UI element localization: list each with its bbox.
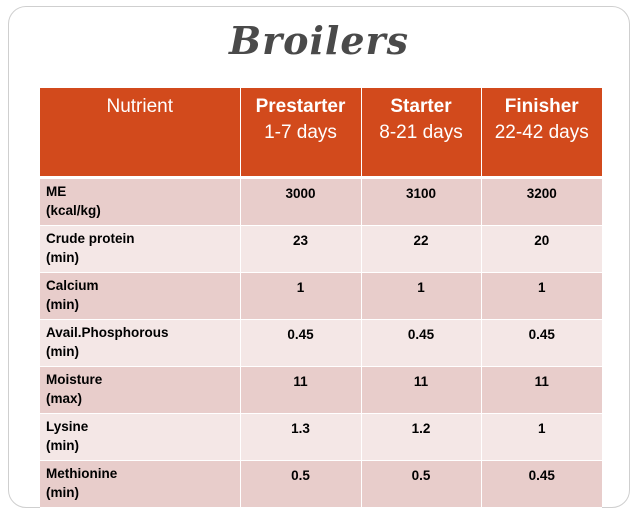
header-prestarter: Prestarter 1-7 days <box>240 88 362 179</box>
nutrient-cell: ME (kcal/kg) <box>40 177 241 226</box>
nutrient-name: ME <box>46 184 67 199</box>
header-finisher-days: 22-42 days <box>494 122 589 143</box>
finisher-value: 1 <box>481 272 602 320</box>
nutrient-cell: Crude protein (min) <box>40 225 241 273</box>
header-starter-label: Starter <box>390 96 452 117</box>
table-row: Lysine (min) 1.3 1.2 1 <box>40 413 602 461</box>
nutrient-cell: Calcium (min) <box>40 272 241 320</box>
nutrient-qualifier: (max) <box>46 391 83 406</box>
nutrient-qualifier: (min) <box>46 438 79 453</box>
nutrient-name: Lysine <box>46 419 89 434</box>
starter-value: 3100 <box>361 177 482 226</box>
nutrient-qualifier: (min) <box>46 485 79 500</box>
table-row: Moisture (max) 11 11 11 <box>40 366 602 414</box>
nutrient-name: Methionine <box>46 466 118 481</box>
nutrient-name: Moisture <box>46 372 103 387</box>
nutrient-qualifier: (min) <box>46 297 79 312</box>
prestarter-value: 23 <box>240 225 362 273</box>
finisher-value: 3200 <box>481 177 602 226</box>
nutrient-table: Nutrient Prestarter 1-7 days Starter 8-2… <box>40 88 602 508</box>
header-finisher-label: Finisher <box>504 96 579 117</box>
prestarter-value: 0.5 <box>240 460 362 508</box>
prestarter-value: 3000 <box>240 177 362 226</box>
header-prestarter-days: 1-7 days <box>264 122 337 143</box>
slide-title: Broilers <box>229 18 409 63</box>
prestarter-value: 1 <box>240 272 362 320</box>
table-row: ME (kcal/kg) 3000 3100 3200 <box>40 177 602 226</box>
table-row: Calcium (min) 1 1 1 <box>40 272 602 320</box>
table-row: Crude protein (min) 23 22 20 <box>40 225 602 273</box>
nutrient-qualifier: (kcal/kg) <box>46 203 101 218</box>
table-header-row: Nutrient Prestarter 1-7 days Starter 8-2… <box>40 88 602 179</box>
starter-value: 1.2 <box>361 413 482 461</box>
finisher-value: 0.45 <box>481 319 602 367</box>
nutrient-cell: Avail.Phosphorous (min) <box>40 319 241 367</box>
finisher-value: 0.45 <box>481 460 602 508</box>
nutrient-cell: Moisture (max) <box>40 366 241 414</box>
starter-value: 0.45 <box>361 319 482 367</box>
starter-value: 1 <box>361 272 482 320</box>
header-nutrient-label: Nutrient <box>106 96 174 117</box>
prestarter-value: 0.45 <box>240 319 362 367</box>
finisher-value: 20 <box>481 225 602 273</box>
nutrient-cell: Methionine (min) <box>40 460 241 508</box>
starter-value: 0.5 <box>361 460 482 508</box>
header-nutrient: Nutrient <box>40 88 241 179</box>
table-row: Methionine (min) 0.5 0.5 0.45 <box>40 460 602 508</box>
starter-value: 22 <box>361 225 482 273</box>
nutrient-cell: Lysine (min) <box>40 413 241 461</box>
header-finisher: Finisher 22-42 days <box>481 88 602 179</box>
header-starter: Starter 8-21 days <box>361 88 482 179</box>
header-starter-days: 8-21 days <box>379 122 463 143</box>
nutrient-name: Crude protein <box>46 231 135 246</box>
starter-value: 11 <box>361 366 482 414</box>
prestarter-value: 11 <box>240 366 362 414</box>
finisher-value: 11 <box>481 366 602 414</box>
table-row: Avail.Phosphorous (min) 0.45 0.45 0.45 <box>40 319 602 367</box>
header-prestarter-label: Prestarter <box>255 96 346 117</box>
nutrient-qualifier: (min) <box>46 344 79 359</box>
finisher-value: 1 <box>481 413 602 461</box>
nutrient-name: Calcium <box>46 278 99 293</box>
nutrient-qualifier: (min) <box>46 250 79 265</box>
prestarter-value: 1.3 <box>240 413 362 461</box>
nutrient-name: Avail.Phosphorous <box>46 325 169 340</box>
